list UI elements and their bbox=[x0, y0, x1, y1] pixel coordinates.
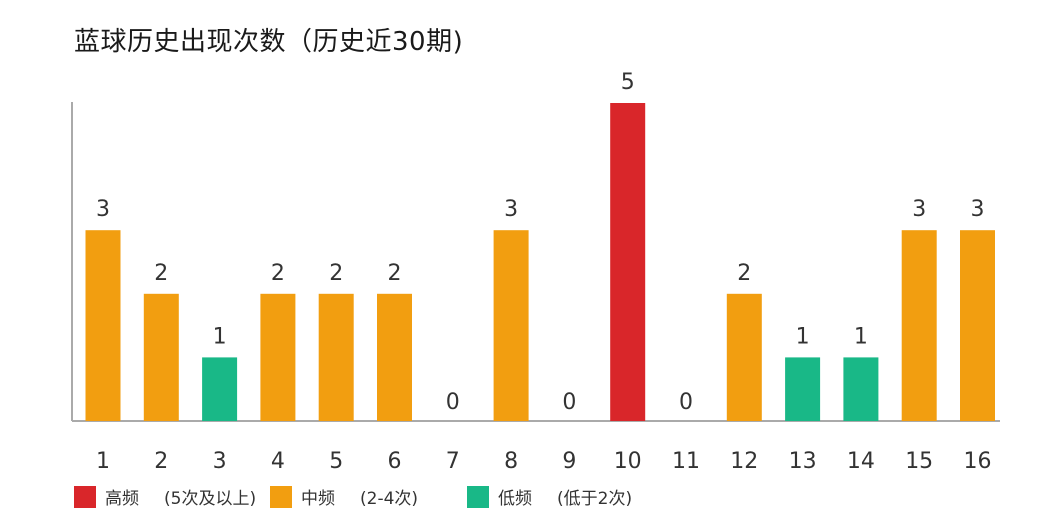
legend: 高频 (5次及以上) 中频 (2-4次) 低频 (低于2次) bbox=[74, 486, 632, 509]
value-label-11: 0 bbox=[679, 390, 693, 415]
bar-12 bbox=[726, 293, 762, 421]
x-tick-label-8: 8 bbox=[504, 449, 518, 474]
legend-swatch-0 bbox=[74, 486, 96, 508]
value-label-13: 1 bbox=[796, 324, 810, 349]
bar-16 bbox=[960, 230, 995, 421]
bar-15 bbox=[901, 230, 937, 421]
x-tick-label-10: 10 bbox=[614, 449, 642, 474]
legend-label-2: 低频 bbox=[498, 489, 532, 509]
x-tick-labels-layer: 1 2 3 4 5 6 7 8 9 10 11 12 13 14 15 16 bbox=[96, 449, 992, 474]
value-label-3: 1 bbox=[213, 324, 227, 349]
x-tick-label-7: 7 bbox=[446, 449, 460, 474]
bar-1 bbox=[85, 230, 121, 421]
value-label-15: 3 bbox=[912, 197, 926, 222]
legend-note-1: (2-4次) bbox=[360, 489, 418, 509]
bar-14 bbox=[843, 357, 879, 421]
value-label-2: 2 bbox=[154, 261, 168, 286]
x-tick-label-5: 5 bbox=[329, 449, 343, 474]
value-label-12: 2 bbox=[737, 261, 751, 286]
x-tick-label-11: 11 bbox=[672, 449, 700, 474]
x-tick-label-3: 3 bbox=[213, 449, 227, 474]
x-tick-label-14: 14 bbox=[847, 449, 875, 474]
x-tick-label-9: 9 bbox=[562, 449, 576, 474]
x-tick-label-13: 13 bbox=[789, 449, 817, 474]
legend-note-0: (5次及以上) bbox=[164, 489, 256, 509]
x-tick-label-15: 15 bbox=[905, 449, 933, 474]
x-tick-label-16: 16 bbox=[964, 449, 992, 474]
bars-layer bbox=[85, 103, 995, 421]
value-label-14: 1 bbox=[854, 324, 868, 349]
legend-label-0: 高频 bbox=[105, 489, 139, 509]
value-label-7: 0 bbox=[446, 390, 460, 415]
value-label-4: 2 bbox=[271, 261, 285, 286]
x-tick-label-6: 6 bbox=[388, 449, 402, 474]
value-label-5: 2 bbox=[329, 261, 343, 286]
bar-8 bbox=[493, 230, 529, 421]
bar-6 bbox=[377, 293, 412, 421]
value-label-9: 0 bbox=[562, 390, 576, 415]
x-tick-label-4: 4 bbox=[271, 449, 285, 474]
value-label-1: 3 bbox=[96, 197, 110, 222]
value-label-16: 3 bbox=[971, 197, 985, 222]
x-tick-label-2: 2 bbox=[154, 449, 168, 474]
bar-10 bbox=[610, 103, 646, 421]
x-tick-label-1: 1 bbox=[96, 449, 110, 474]
x-tick-label-12: 12 bbox=[730, 449, 758, 474]
bar-3 bbox=[202, 357, 238, 421]
value-label-6: 2 bbox=[388, 261, 402, 286]
value-labels-layer: 3 2 1 2 2 2 0 3 0 5 0 2 1 1 3 3 bbox=[96, 70, 985, 415]
legend-note-2: (低于2次) bbox=[557, 489, 632, 509]
bar-13 bbox=[785, 357, 821, 421]
value-label-10: 5 bbox=[621, 70, 635, 95]
chart-title: 蓝球历史出现次数（历史近30期) bbox=[74, 27, 463, 57]
bar-4 bbox=[260, 293, 296, 421]
value-label-8: 3 bbox=[504, 197, 518, 222]
bar-2 bbox=[143, 293, 179, 421]
legend-label-1: 中频 bbox=[301, 489, 335, 509]
legend-swatch-2 bbox=[467, 486, 489, 508]
legend-swatch-1 bbox=[270, 486, 292, 508]
bar-5 bbox=[318, 293, 354, 421]
